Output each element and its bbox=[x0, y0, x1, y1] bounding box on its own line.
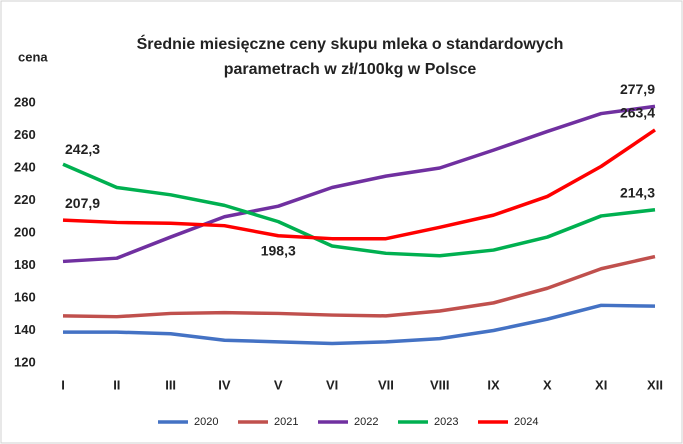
x-tick-label: VI bbox=[326, 377, 338, 392]
x-tick-label: III bbox=[165, 377, 176, 392]
data-label: 198,3 bbox=[261, 242, 296, 258]
y-axis-label: cena bbox=[18, 49, 48, 64]
y-tick-label: 260 bbox=[14, 127, 36, 142]
data-label: 214,3 bbox=[620, 184, 655, 200]
x-tick-label: VII bbox=[378, 377, 394, 392]
series-line bbox=[62, 162, 656, 258]
y-tick-label: 240 bbox=[14, 159, 36, 174]
y-tick-label: 160 bbox=[14, 289, 36, 304]
data-label: 207,9 bbox=[65, 195, 100, 211]
y-tick-label: 180 bbox=[14, 257, 36, 272]
series-line bbox=[62, 104, 656, 264]
series-line bbox=[62, 128, 656, 241]
y-tick-label: 140 bbox=[14, 322, 36, 337]
x-tick-label: VIII bbox=[430, 377, 450, 392]
x-tick-label: IV bbox=[218, 377, 231, 392]
y-tick-label: 280 bbox=[14, 94, 36, 109]
y-tick-label: 200 bbox=[14, 224, 36, 239]
x-tick-label: XI bbox=[595, 377, 607, 392]
legend-label: 2023 bbox=[434, 416, 458, 428]
legend-label: 2022 bbox=[354, 416, 378, 428]
legend-label: 2021 bbox=[274, 416, 298, 428]
series-line bbox=[63, 303, 656, 346]
x-tick-label: IX bbox=[487, 377, 500, 392]
x-tick-label: V bbox=[274, 377, 283, 392]
data-label: 242,3 bbox=[65, 141, 100, 157]
legend-label: 2024 bbox=[514, 416, 538, 428]
chart-title: parametrach w zł/100kg w Polsce bbox=[224, 61, 477, 78]
y-tick-label: 220 bbox=[14, 192, 36, 207]
x-tick-label: II bbox=[113, 377, 120, 392]
chart-title: Średnie miesięczne ceny skupu mleka o st… bbox=[137, 34, 564, 53]
y-tick-label: 120 bbox=[14, 354, 36, 369]
series-line bbox=[62, 254, 656, 319]
x-tick-label: X bbox=[543, 377, 552, 392]
legend-label: 2020 bbox=[194, 416, 218, 428]
data-label: 263,4 bbox=[620, 105, 655, 121]
x-tick-label: I bbox=[61, 377, 65, 392]
data-label: 277,9 bbox=[620, 81, 655, 97]
x-tick-label: XII bbox=[647, 377, 663, 392]
